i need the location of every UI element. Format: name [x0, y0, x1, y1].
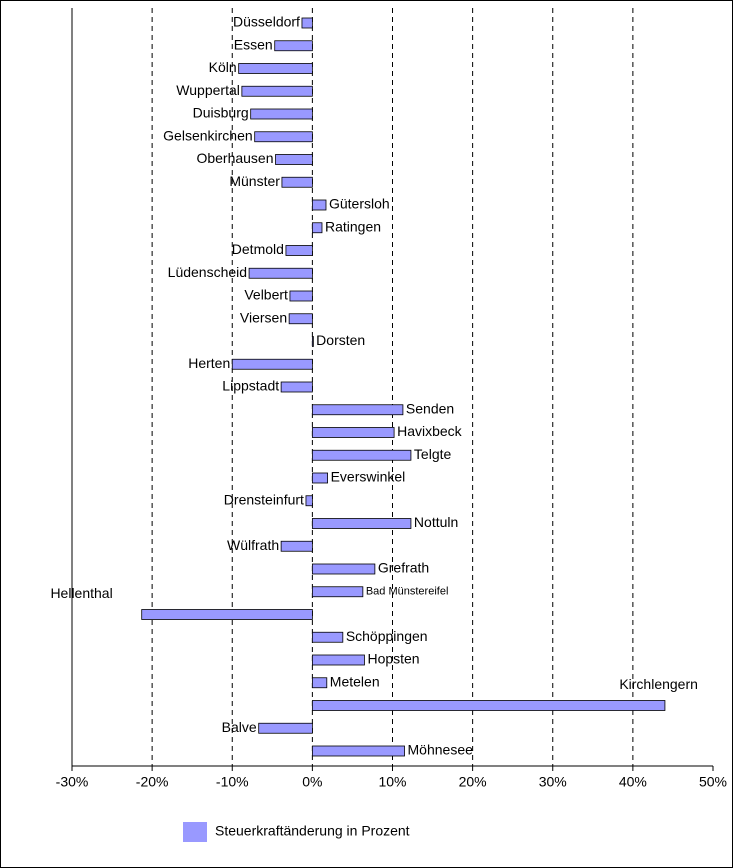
- x-tick-label: -20%: [136, 774, 169, 790]
- bar-label: Hellenthal: [50, 585, 112, 601]
- legend-swatch: [183, 822, 207, 842]
- bar: [311, 631, 344, 643]
- x-tick-label: 40%: [619, 774, 647, 790]
- bar: [258, 722, 313, 734]
- bar: [241, 85, 313, 97]
- bar: [311, 472, 328, 484]
- x-tick-label: 10%: [378, 774, 406, 790]
- bar-label: Düsseldorf: [233, 14, 300, 30]
- bar-label: Everswinkel: [331, 469, 406, 485]
- bar-label: Gelsenkirchen: [163, 127, 253, 143]
- x-tick-label: -30%: [56, 774, 89, 790]
- bar-label: Lüdenscheid: [168, 264, 247, 280]
- bar: [238, 63, 313, 74]
- bar-label: Nottuln: [414, 514, 458, 530]
- bar-label: Duisburg: [193, 105, 249, 121]
- x-tick-label: 30%: [539, 774, 567, 790]
- x-tick-label: -10%: [216, 774, 249, 790]
- bar-label: Dorsten: [316, 332, 365, 348]
- bar-label: Detmold: [232, 241, 284, 257]
- x-tick-label: 0%: [302, 774, 322, 790]
- bar: [311, 199, 327, 211]
- bar: [141, 609, 313, 620]
- bar: [311, 745, 405, 757]
- bar: [311, 427, 395, 438]
- bar: [280, 540, 313, 552]
- bar-label: Kirchlengern: [619, 676, 698, 692]
- bar: [231, 358, 313, 370]
- bar: [275, 154, 313, 165]
- bar: [254, 131, 313, 143]
- bar: [301, 17, 313, 29]
- bar-label: Bad Münstereifel: [366, 586, 449, 598]
- bar-label: Telgte: [414, 446, 452, 462]
- bar: [288, 313, 313, 325]
- bar: [248, 267, 313, 279]
- bar: [311, 654, 365, 666]
- bar: [274, 40, 313, 52]
- bar: [311, 586, 364, 598]
- bar-label: Havixbeck: [397, 423, 463, 439]
- x-tick-label: 20%: [459, 774, 487, 790]
- bar: [311, 222, 323, 234]
- bar-label: Münster: [229, 173, 280, 189]
- bar: [311, 518, 412, 529]
- bar-label: Essen: [234, 36, 273, 52]
- bar: [311, 700, 666, 711]
- bar-label: Wuppertal: [176, 82, 240, 98]
- bar-label: Grefrath: [378, 560, 429, 576]
- bar-label: Senden: [406, 400, 454, 416]
- legend-label: Steuerkraftänderung in Prozent: [215, 823, 410, 839]
- bar-label: Schöppingen: [346, 628, 428, 644]
- bar: [311, 677, 328, 689]
- bar-label: Lippstadt: [222, 378, 279, 394]
- bar-label: Gütersloh: [329, 196, 390, 212]
- bar: [305, 495, 313, 507]
- bar-label: Herten: [188, 355, 230, 371]
- bar: [281, 176, 313, 188]
- bar-label: Möhnesee: [408, 742, 474, 758]
- bar-label: Viersen: [240, 309, 287, 325]
- bar: [280, 381, 313, 393]
- bar: [311, 449, 412, 461]
- bar: [250, 108, 313, 120]
- bar: [311, 563, 376, 575]
- bar-label: Balve: [222, 719, 257, 735]
- bar-label: Metelen: [330, 673, 380, 689]
- bar-label: Wülfrath: [227, 537, 279, 553]
- bar: [289, 290, 313, 302]
- bar-label: Oberhausen: [196, 150, 273, 166]
- bar-label: Velbert: [244, 287, 288, 303]
- bar-label: Hopsten: [367, 651, 419, 667]
- bar: [311, 336, 314, 347]
- bar: [311, 404, 404, 416]
- bar-label: Köln: [209, 59, 237, 75]
- bar-label: Ratingen: [325, 218, 381, 234]
- x-tick-label: 50%: [699, 774, 727, 790]
- bar-label: Drensteinfurt: [224, 491, 304, 507]
- bar: [285, 245, 313, 256]
